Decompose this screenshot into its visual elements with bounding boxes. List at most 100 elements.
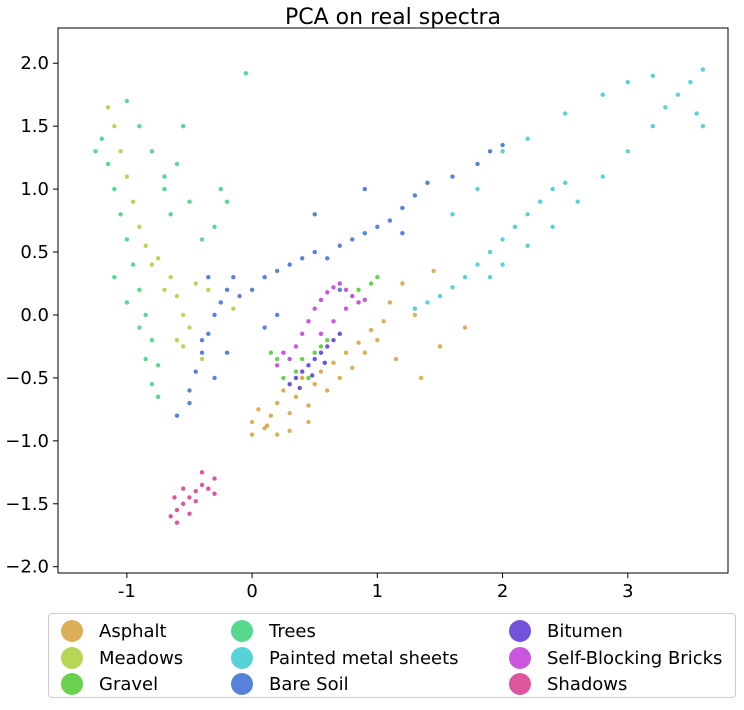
scatter-point: [149, 149, 155, 154]
legend-label: Asphalt: [99, 620, 167, 642]
scatter-point: [325, 337, 330, 343]
scatter-point: [124, 300, 130, 305]
scatter-point: [172, 495, 177, 500]
scatter-point: [199, 337, 205, 343]
scatter-point: [331, 319, 336, 324]
legend-item: Painted metal sheets: [231, 646, 459, 670]
scatter-point: [550, 224, 555, 230]
scatter-point: [262, 325, 267, 330]
scatter-point: [381, 319, 386, 324]
scatter-point: [293, 394, 299, 399]
scatter-point: [650, 73, 656, 79]
scatter-point: [155, 256, 161, 261]
scatter-point: [206, 331, 211, 337]
scatter-point: [400, 230, 405, 236]
scatter-point: [187, 495, 192, 500]
scatter-point: [600, 92, 605, 97]
scatter-point: [512, 224, 518, 230]
scatter-point: [112, 186, 117, 192]
scatter-point: [325, 388, 330, 393]
scatter-point: [337, 287, 342, 293]
scatter-point: [362, 297, 368, 303]
scatter-point: [174, 337, 180, 343]
scatter-point: [199, 237, 205, 242]
scatter-point: [199, 482, 205, 488]
scatter-point: [500, 262, 505, 267]
scatter-point: [318, 369, 324, 374]
scatter-point: [193, 369, 198, 374]
scatter-point: [525, 212, 530, 217]
scatter-point: [293, 344, 299, 349]
scatter-point: [249, 419, 255, 425]
scatter-point: [281, 375, 286, 381]
scatter-point: [412, 306, 418, 311]
scatter-point: [143, 356, 148, 362]
scatter-point: [387, 300, 393, 305]
scatter-point: [199, 470, 205, 475]
scatter-point: [450, 212, 455, 217]
scatter-point: [174, 293, 180, 299]
scatter-point: [350, 237, 355, 242]
scatter-point: [187, 388, 192, 393]
scatter-point: [262, 275, 267, 280]
scatter-point: [206, 275, 211, 280]
scatter-point: [368, 281, 374, 286]
series-self-blocking-bricks: [274, 281, 368, 368]
legend-item: Bitumen: [509, 619, 623, 643]
scatter-point: [562, 180, 568, 186]
scatter-point: [312, 306, 317, 311]
scatter-point: [663, 105, 668, 110]
y-tick-label: −0.5: [5, 368, 49, 389]
scatter-point: [231, 275, 236, 280]
scatter-point: [174, 507, 180, 513]
scatter-point: [287, 382, 292, 387]
scatter-point: [525, 243, 530, 248]
scatter-point: [487, 149, 493, 154]
scatter-point: [400, 281, 405, 286]
y-tick-label: −1.5: [5, 494, 49, 515]
scatter-point: [525, 136, 530, 141]
scatter-point: [318, 297, 324, 303]
scatter-point: [199, 350, 205, 355]
scatter-point: [331, 285, 336, 290]
scatter-point: [274, 400, 280, 406]
scatter-point: [312, 212, 317, 217]
legend-label: Gravel: [99, 673, 159, 695]
scatter-point: [675, 92, 681, 97]
scatter-point: [300, 369, 305, 374]
x-tick-label: 1: [372, 581, 383, 602]
legend-swatch: [61, 647, 83, 669]
legend-label: Bitumen: [547, 620, 623, 642]
scatter-point: [162, 174, 167, 179]
scatter-point: [487, 275, 493, 280]
legend-label: Trees: [269, 620, 316, 642]
scatter-point: [206, 287, 211, 293]
scatter-point: [224, 350, 230, 355]
legend-label: Meadows: [99, 647, 184, 669]
scatter-point: [318, 331, 324, 337]
scatter-point: [112, 123, 117, 129]
scatter-point: [331, 337, 336, 343]
scatter-point: [174, 161, 180, 167]
scatter-point: [268, 413, 274, 418]
scatter-point: [437, 344, 443, 349]
scatter-point: [318, 350, 324, 355]
scatter-point: [306, 403, 311, 408]
scatter-point: [130, 199, 136, 204]
scatter-point: [237, 293, 242, 299]
scatter-point: [274, 268, 280, 274]
scatter-point: [274, 312, 280, 318]
scatter-point: [293, 375, 299, 381]
scatter-point: [274, 363, 280, 368]
scatter-point: [155, 394, 161, 399]
scatter-point: [312, 356, 317, 362]
scatter-point: [206, 486, 211, 491]
scatter-point: [256, 407, 261, 412]
scatter-point: [118, 149, 123, 154]
y-axis: 2.0 1.5 1.0 0.5 0.0 −0.5 −1.0 −1.5 −2.0: [5, 53, 58, 578]
scatter-point: [137, 325, 142, 330]
scatter-point: [475, 186, 480, 192]
scatter-point: [322, 360, 327, 366]
scatter-point: [300, 375, 305, 381]
